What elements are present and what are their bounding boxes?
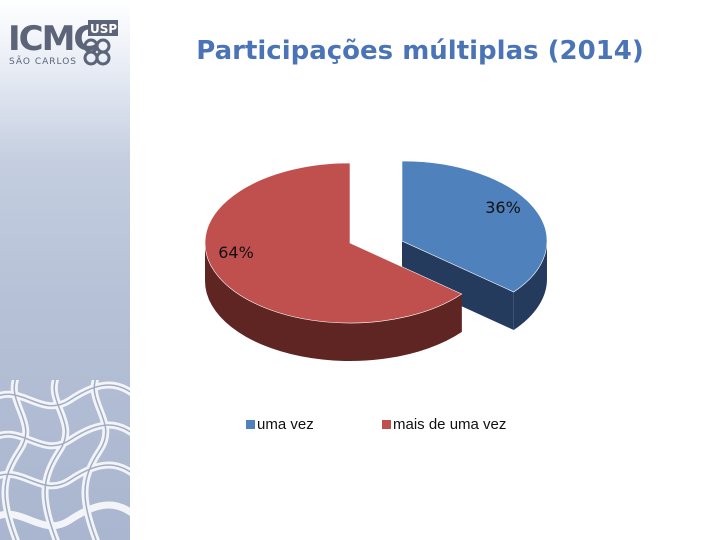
chart-legend: uma vez mais de uma vez bbox=[0, 416, 720, 438]
legend-swatch bbox=[246, 420, 255, 429]
svg-text:ICMC: ICMC bbox=[8, 19, 96, 59]
knot-pattern bbox=[0, 380, 130, 540]
legend-item-uma-vez: uma vez bbox=[246, 416, 314, 433]
svg-text:USP: USP bbox=[90, 22, 117, 36]
pie-slice-wall bbox=[402, 241, 514, 330]
slide-title: Participações múltiplas (2014) bbox=[196, 36, 644, 66]
legend-swatch bbox=[382, 420, 391, 429]
data-label: 64% bbox=[218, 243, 254, 262]
legend-item-mais-de-uma-vez: mais de uma vez bbox=[382, 416, 506, 433]
data-label: 36% bbox=[485, 198, 521, 217]
pie-slice-0 bbox=[401, 160, 548, 293]
pie-chart: 36% 64% bbox=[204, 160, 548, 361]
pie-slice-side bbox=[205, 243, 462, 361]
pie-slice-1 bbox=[204, 162, 463, 324]
legend-label: mais de uma vez bbox=[393, 416, 507, 433]
icmc-usp-logo: ICMC USP SÃO CARLOS bbox=[8, 19, 118, 67]
pie-slice-side bbox=[513, 241, 547, 330]
legend-label: uma vez bbox=[257, 416, 314, 433]
svg-text:SÃO CARLOS: SÃO CARLOS bbox=[9, 56, 77, 67]
sidebar-decoration bbox=[0, 0, 130, 540]
